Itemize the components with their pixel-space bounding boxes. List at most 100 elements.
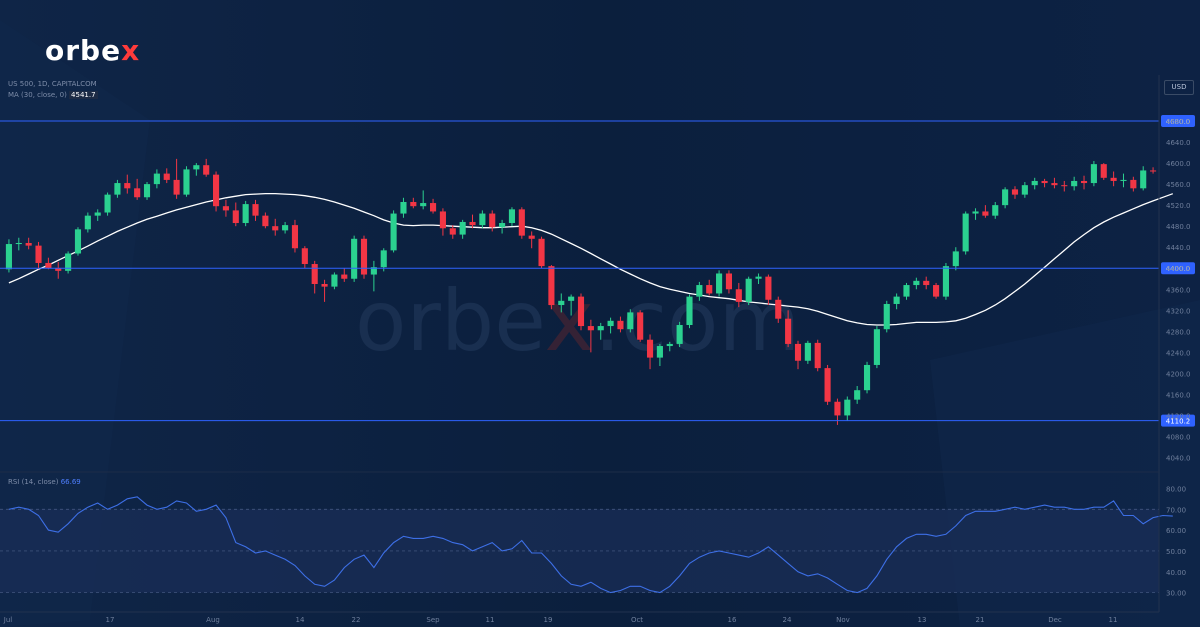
- orbex-logo: orbex: [45, 34, 140, 67]
- level-badge: [1161, 262, 1195, 275]
- candle-body: [1021, 185, 1028, 195]
- candle-body: [351, 238, 358, 279]
- candle: [439, 208, 446, 236]
- candle-body: [104, 194, 111, 213]
- candle-body: [1140, 170, 1147, 189]
- candle: [114, 179, 121, 198]
- price-tick-label: 4480.0: [1166, 223, 1191, 231]
- candle: [597, 322, 604, 340]
- price-tick-label: 4440.0: [1166, 244, 1191, 252]
- candle: [193, 163, 200, 176]
- logo-x: x: [121, 34, 141, 67]
- candle: [134, 178, 141, 200]
- candle-body: [74, 229, 82, 254]
- candle-body: [518, 209, 525, 236]
- candle: [232, 202, 239, 227]
- candle: [351, 235, 358, 282]
- candle: [153, 169, 160, 189]
- watermark-text: orbex.com: [355, 272, 800, 370]
- candle: [844, 396, 851, 421]
- candle: [696, 281, 703, 301]
- currency-badge[interactable]: USD: [1164, 80, 1194, 95]
- candle: [370, 260, 377, 292]
- candle: [1041, 178, 1048, 188]
- candle-body: [656, 346, 663, 358]
- candle-body: [5, 244, 12, 270]
- candle: [528, 231, 535, 249]
- time-tick-label: Aug: [206, 616, 220, 624]
- candle-body: [272, 226, 279, 231]
- rsi-tick-label: 50.00: [1166, 548, 1186, 556]
- candle-body: [755, 276, 762, 279]
- candle-body: [508, 209, 516, 224]
- candle-body: [65, 253, 72, 271]
- candle-body: [962, 213, 969, 252]
- candle-body: [775, 299, 782, 319]
- candle-body: [499, 223, 506, 228]
- candle: [1100, 163, 1107, 180]
- candle: [538, 236, 545, 269]
- candle-body: [804, 342, 811, 361]
- candle: [1130, 176, 1137, 192]
- candle: [548, 265, 555, 310]
- candle-body: [1051, 183, 1058, 186]
- candle: [1120, 173, 1127, 188]
- candle-body: [863, 364, 871, 391]
- candle-body: [577, 296, 585, 327]
- candle: [252, 199, 259, 221]
- candle: [94, 209, 101, 221]
- rsi-tick-label: 70.00: [1166, 506, 1186, 514]
- candle: [755, 273, 762, 284]
- candle-body: [321, 284, 328, 287]
- candle-body: [143, 184, 151, 198]
- candle: [1021, 182, 1028, 198]
- candle: [1011, 186, 1019, 199]
- candle-body: [952, 251, 959, 267]
- candle-body: [666, 343, 673, 347]
- candle: [666, 341, 673, 352]
- time-tick-label: 13: [918, 616, 927, 624]
- candle-body: [548, 266, 555, 306]
- candle-body: [785, 318, 792, 344]
- candle: [1002, 187, 1009, 209]
- candle-body: [933, 285, 940, 297]
- candle-body: [854, 390, 861, 400]
- candle-body: [597, 326, 604, 331]
- candle-body: [291, 225, 299, 249]
- rsi-label: RSI (14, close): [8, 478, 59, 486]
- candle: [55, 261, 62, 279]
- candle-body: [15, 242, 22, 245]
- candle-body: [203, 165, 210, 175]
- candle-body: [923, 280, 930, 286]
- candle: [863, 361, 871, 394]
- candle-body: [489, 213, 496, 228]
- candle-body: [370, 267, 377, 275]
- candle-body: [814, 342, 821, 369]
- candle-body: [745, 278, 752, 302]
- candle: [607, 317, 614, 334]
- candle-body: [558, 300, 565, 306]
- candle: [15, 237, 22, 251]
- candle-body: [84, 215, 91, 230]
- candle-body: [568, 296, 575, 301]
- ma-label: MA (30, close, 0): [8, 91, 67, 99]
- candle: [1031, 177, 1038, 190]
- candle-body: [410, 201, 417, 207]
- candle: [824, 364, 831, 405]
- candle-body: [242, 204, 249, 224]
- candle-body: [992, 205, 999, 216]
- candle: [577, 293, 585, 331]
- candle: [1080, 175, 1088, 190]
- candle-body: [1150, 170, 1157, 172]
- candle-body: [479, 213, 486, 226]
- candle: [656, 343, 663, 367]
- candle: [5, 239, 12, 273]
- candle: [262, 212, 269, 229]
- candle-body: [1100, 164, 1107, 178]
- ma-polyline: [8, 192, 1174, 326]
- candle-body: [646, 339, 654, 358]
- time-tick-label: 24: [783, 616, 792, 624]
- candle-body: [94, 212, 101, 216]
- candle: [429, 198, 437, 214]
- candle: [1110, 171, 1117, 187]
